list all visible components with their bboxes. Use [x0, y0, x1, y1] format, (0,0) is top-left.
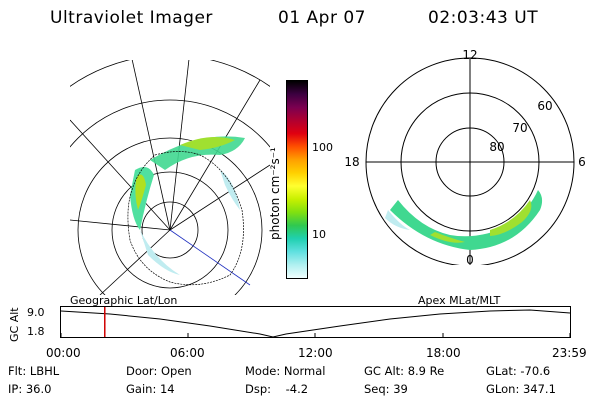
mlt-label-6: 6	[578, 155, 586, 169]
geo-map-label: Geographic Lat/Lon	[70, 294, 178, 307]
continent-outline	[127, 151, 244, 286]
lon-line	[169, 229, 251, 286]
status-filter: Flt: LBHL	[8, 364, 60, 378]
status-glat: GLat: -70.6	[486, 364, 551, 378]
altitude-curve	[60, 309, 571, 338]
colorbar-unit-label: photon cm⁻²s⁻¹	[268, 147, 282, 240]
mlt-label-18: 18	[344, 155, 359, 169]
status-ip: IP: 36.0	[8, 382, 52, 396]
lon-line	[131, 60, 171, 231]
lat-circle	[70, 60, 270, 87]
status-glon: GLon: 347.1	[486, 382, 556, 396]
timeline-xtick-3: 18:00	[426, 346, 461, 360]
status-seq: Seq: 39	[364, 382, 408, 396]
mlat-label-80: 80	[489, 140, 504, 154]
lat-circle	[141, 201, 199, 259]
mlt-label-12: 12	[462, 50, 477, 62]
lon-line	[169, 164, 270, 231]
colorbar	[286, 80, 308, 279]
lon-line	[70, 119, 171, 231]
timeline-xtick-4: 23:59	[552, 346, 587, 360]
timeline-xtick-1: 06:00	[170, 346, 205, 360]
aurora-emission	[130, 136, 245, 275]
colorbar-tick-10: 10	[312, 228, 326, 241]
polar-aurora-emission	[385, 190, 543, 250]
timeline-ytick-max: 9.0	[27, 306, 45, 319]
lat-circle	[70, 99, 270, 148]
status-gc-alt: GC Alt: 8.9 Re	[364, 364, 445, 378]
status-dsp: Dsp: -4.2	[245, 382, 309, 396]
timeline-plot	[60, 306, 571, 338]
lon-line	[99, 229, 171, 295]
lon-line	[70, 219, 171, 231]
timeline-ytick-min: 1.8	[27, 325, 45, 338]
polar-plot-label: Apex MLat/MLT	[418, 294, 501, 307]
polar-plot: 12 0 18 6 60 70 80	[344, 50, 586, 265]
instrument-title: Ultraviolet Imager	[50, 8, 213, 28]
mlt-label-0: 0	[466, 253, 474, 265]
lat-circle	[77, 137, 263, 295]
timeline-xtick-0: 00:00	[46, 346, 81, 360]
status-door: Door: Open	[126, 364, 192, 378]
status-gain: Gain: 14	[126, 382, 175, 396]
mlat-label-60: 60	[537, 99, 552, 113]
lon-line	[169, 60, 190, 231]
lon-line	[169, 79, 261, 231]
status-mode: Mode: Normal	[245, 364, 326, 378]
date-label: 01 Apr 07	[278, 8, 366, 28]
colorbar-tick-100: 100	[312, 141, 333, 154]
lat-circle	[111, 171, 229, 289]
time-label: 02:03:43 UT	[428, 8, 539, 28]
mlat-label-70: 70	[512, 121, 527, 135]
geographic-map	[70, 60, 270, 295]
timeline-y-label: GC Alt	[8, 307, 21, 342]
timeline-xtick-2: 12:00	[298, 346, 333, 360]
